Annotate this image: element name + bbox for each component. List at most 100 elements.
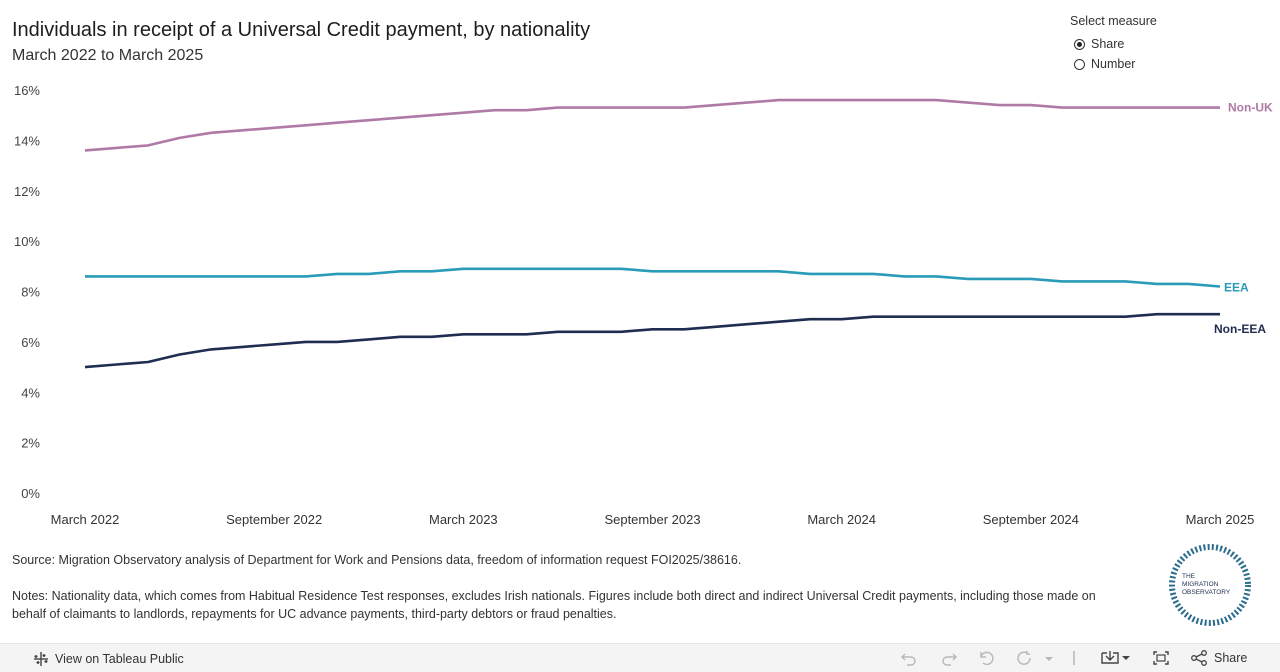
- data-point-eea[interactable]: [334, 271, 340, 277]
- data-point-non-eea[interactable]: [82, 364, 88, 370]
- data-point-non-uk[interactable]: [240, 127, 246, 133]
- data-point-non-uk[interactable]: [744, 100, 750, 106]
- data-point-eea[interactable]: [902, 273, 908, 279]
- revert-icon[interactable]: [978, 650, 996, 666]
- data-point-non-eea[interactable]: [902, 314, 908, 320]
- data-point-non-uk[interactable]: [177, 135, 183, 141]
- data-point-non-eea[interactable]: [681, 326, 687, 332]
- data-point-eea[interactable]: [240, 273, 246, 279]
- data-point-non-eea[interactable]: [334, 339, 340, 345]
- data-point-eea[interactable]: [681, 268, 687, 274]
- data-point-non-eea[interactable]: [460, 331, 466, 337]
- data-point-non-eea[interactable]: [366, 336, 372, 342]
- data-point-eea[interactable]: [1185, 281, 1191, 287]
- data-point-non-uk[interactable]: [303, 122, 309, 128]
- data-point-eea[interactable]: [1122, 278, 1128, 284]
- data-point-non-eea[interactable]: [1154, 311, 1160, 317]
- data-point-non-uk[interactable]: [82, 147, 88, 153]
- data-point-non-eea[interactable]: [555, 329, 561, 335]
- data-point-eea[interactable]: [1154, 281, 1160, 287]
- data-point-eea[interactable]: [618, 266, 624, 272]
- measure-option-share[interactable]: Share: [1074, 34, 1157, 54]
- data-point-eea[interactable]: [870, 271, 876, 277]
- data-point-non-eea[interactable]: [1059, 314, 1065, 320]
- data-point-non-uk[interactable]: [460, 110, 466, 116]
- data-point-eea[interactable]: [965, 276, 971, 282]
- undo-icon[interactable]: [900, 650, 918, 666]
- data-point-eea[interactable]: [366, 271, 372, 277]
- data-point-eea[interactable]: [1091, 278, 1097, 284]
- data-point-eea[interactable]: [586, 266, 592, 272]
- data-point-non-eea[interactable]: [271, 341, 277, 347]
- refresh-icon[interactable]: [1015, 650, 1033, 666]
- data-point-eea[interactable]: [492, 266, 498, 272]
- data-point-non-uk[interactable]: [1154, 105, 1160, 111]
- data-point-non-uk[interactable]: [208, 130, 214, 136]
- data-point-eea[interactable]: [271, 273, 277, 279]
- data-point-non-eea[interactable]: [713, 324, 719, 330]
- data-point-non-uk[interactable]: [839, 97, 845, 103]
- data-point-non-eea[interactable]: [996, 314, 1002, 320]
- data-point-non-uk[interactable]: [1028, 102, 1034, 108]
- data-point-eea[interactable]: [145, 273, 151, 279]
- data-point-non-eea[interactable]: [776, 319, 782, 325]
- data-point-eea[interactable]: [807, 271, 813, 277]
- redo-icon[interactable]: [940, 650, 958, 666]
- data-point-non-uk[interactable]: [334, 120, 340, 126]
- data-point-eea[interactable]: [555, 266, 561, 272]
- view-on-tableau-link[interactable]: View on Tableau Public: [33, 651, 184, 667]
- data-point-non-uk[interactable]: [555, 105, 561, 111]
- data-point-eea[interactable]: [744, 268, 750, 274]
- data-point-non-eea[interactable]: [1028, 314, 1034, 320]
- data-point-eea[interactable]: [429, 268, 435, 274]
- data-point-non-uk[interactable]: [965, 100, 971, 106]
- data-point-non-eea[interactable]: [807, 316, 813, 322]
- refresh-dropdown-icon[interactable]: [1042, 650, 1056, 666]
- data-point-eea[interactable]: [1059, 278, 1065, 284]
- data-point-non-eea[interactable]: [933, 314, 939, 320]
- data-point-non-eea[interactable]: [839, 316, 845, 322]
- data-point-non-eea[interactable]: [177, 351, 183, 357]
- data-point-non-uk[interactable]: [933, 97, 939, 103]
- data-point-non-eea[interactable]: [965, 314, 971, 320]
- data-point-non-eea[interactable]: [208, 346, 214, 352]
- migration-observatory-logo[interactable]: THE MIGRATION OBSERVATORY: [1168, 543, 1252, 627]
- data-point-non-uk[interactable]: [492, 107, 498, 113]
- data-point-non-eea[interactable]: [1091, 314, 1097, 320]
- data-point-non-eea[interactable]: [303, 339, 309, 345]
- data-point-non-uk[interactable]: [1091, 105, 1097, 111]
- data-point-non-uk[interactable]: [807, 97, 813, 103]
- data-point-non-uk[interactable]: [618, 105, 624, 111]
- data-point-eea[interactable]: [1028, 276, 1034, 282]
- data-point-eea[interactable]: [996, 276, 1002, 282]
- series-line-eea[interactable]: [85, 267, 1221, 288]
- data-point-eea[interactable]: [114, 273, 120, 279]
- data-point-non-uk[interactable]: [776, 97, 782, 103]
- series-line-non-eea[interactable]: [84, 312, 1220, 369]
- data-point-non-uk[interactable]: [681, 105, 687, 111]
- data-point-non-uk[interactable]: [397, 115, 403, 121]
- data-point-non-uk[interactable]: [271, 125, 277, 131]
- data-point-non-uk[interactable]: [366, 117, 372, 123]
- data-point-non-eea[interactable]: [523, 331, 529, 337]
- data-point-eea[interactable]: [713, 268, 719, 274]
- data-point-eea[interactable]: [776, 268, 782, 274]
- data-point-eea[interactable]: [177, 273, 183, 279]
- data-point-non-eea[interactable]: [114, 362, 120, 368]
- data-point-non-uk[interactable]: [429, 112, 435, 118]
- data-point-non-eea[interactable]: [1122, 314, 1128, 320]
- radio-number[interactable]: [1074, 58, 1085, 70]
- data-point-eea[interactable]: [82, 273, 88, 279]
- data-point-non-uk[interactable]: [996, 102, 1002, 108]
- data-point-non-eea[interactable]: [397, 334, 403, 340]
- data-point-non-uk[interactable]: [1122, 105, 1128, 111]
- data-point-non-uk[interactable]: [114, 145, 120, 151]
- data-point-non-uk[interactable]: [870, 97, 876, 103]
- data-point-eea[interactable]: [460, 266, 466, 272]
- data-point-non-uk[interactable]: [1217, 105, 1223, 111]
- data-point-non-uk[interactable]: [1059, 105, 1065, 111]
- data-point-eea[interactable]: [397, 268, 403, 274]
- data-point-non-eea[interactable]: [870, 314, 876, 320]
- data-point-non-eea[interactable]: [586, 329, 592, 335]
- data-point-non-eea[interactable]: [744, 321, 750, 327]
